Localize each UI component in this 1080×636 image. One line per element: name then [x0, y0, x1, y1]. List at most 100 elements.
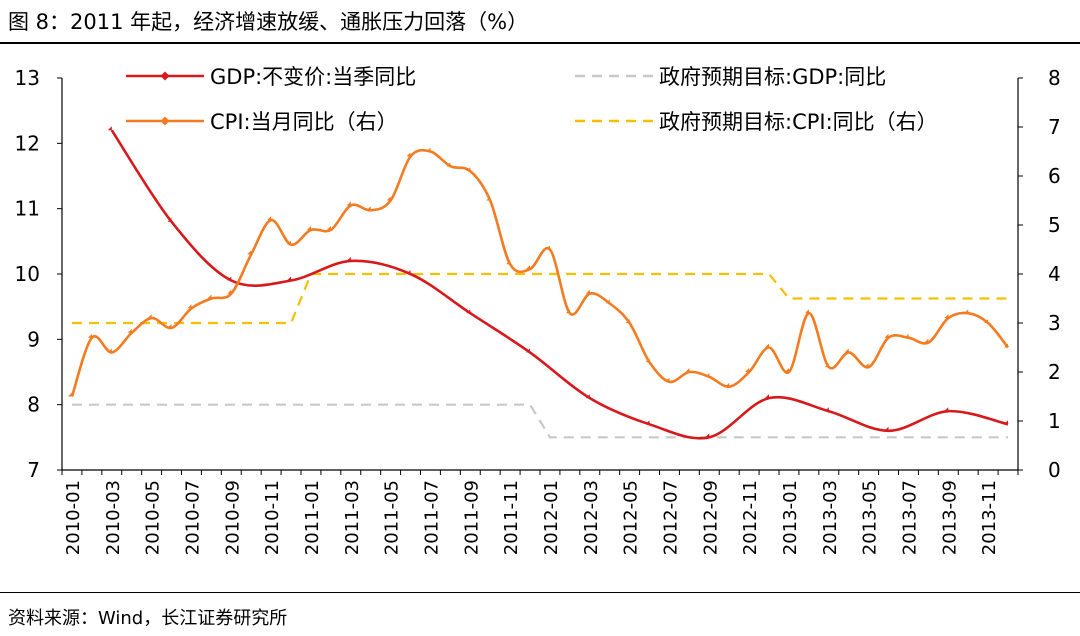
cpi-point — [346, 201, 351, 206]
cpi-point — [526, 265, 531, 270]
gdp-point — [406, 270, 411, 275]
legend-item: CPI:当月同比（右） — [126, 110, 398, 134]
x-tick-label: 2010-07 — [182, 480, 203, 555]
gdp-point — [287, 276, 292, 281]
cpi-point — [1004, 343, 1009, 348]
cpi-point — [844, 348, 849, 353]
right-tick-label: 1 — [1048, 409, 1061, 433]
cpi-point — [745, 368, 750, 373]
left-tick-label: 8 — [27, 393, 40, 417]
x-tick-label: 2011-05 — [382, 480, 403, 555]
cpi-point — [665, 377, 670, 382]
gdp-point — [526, 348, 531, 353]
cpi-point — [705, 372, 710, 377]
cpi-point — [247, 250, 252, 255]
right-tick-label: 7 — [1048, 115, 1061, 139]
legend-marker — [160, 116, 170, 126]
cpi-point — [287, 240, 292, 245]
cpi-point — [625, 319, 630, 324]
cpi-point — [466, 167, 471, 172]
cpi-point — [107, 348, 112, 353]
cpi-point — [486, 196, 491, 201]
cpi-point — [725, 382, 730, 387]
cpi-point — [864, 363, 869, 368]
title-rule — [0, 42, 1080, 44]
cpi-point — [944, 314, 949, 319]
cpi-point — [207, 294, 212, 299]
cpi-point — [605, 299, 610, 304]
right-tick-label: 8 — [1048, 66, 1061, 90]
gdp-point — [1004, 420, 1009, 425]
x-tick-label: 2010-03 — [103, 480, 124, 555]
chart-title: 图 8：2011 年起，经济增速放缓、通胀压力回落（%） — [8, 10, 529, 34]
gdp-point — [705, 433, 710, 438]
cpi-target-line — [72, 272, 1008, 325]
x-tick-label: 2011-09 — [461, 480, 482, 555]
cpi-point — [127, 328, 132, 333]
right-tick-label: 4 — [1048, 262, 1061, 286]
cpi-point — [147, 314, 152, 319]
cpi-point — [267, 216, 272, 221]
x-tick-label: 2012-11 — [740, 480, 761, 555]
x-tick-label: 2011-03 — [342, 480, 363, 555]
legend-item: 政府预期目标:CPI:同比（右） — [575, 110, 938, 134]
x-tick-label: 2012-01 — [541, 480, 562, 555]
legend-item: GDP:不变价:当季同比 — [126, 65, 416, 89]
cpi-point — [904, 333, 909, 338]
cpi-point — [884, 333, 889, 338]
x-tick-label: 2013-05 — [860, 480, 881, 555]
cpi-point — [565, 309, 570, 314]
x-tick-label: 2012-03 — [581, 480, 602, 555]
x-tick-label: 2013-11 — [979, 480, 1000, 555]
gdp-point — [824, 407, 829, 412]
legend-marker — [160, 71, 170, 81]
x-tick-label: 2011-01 — [302, 480, 323, 555]
gdp-point — [944, 407, 949, 412]
legend-label: 政府预期目标:GDP:同比 — [659, 65, 886, 89]
left-tick-label: 9 — [27, 327, 40, 351]
cpi-point — [426, 147, 431, 152]
gdp-point — [107, 126, 112, 131]
x-tick-label: 2010-05 — [143, 480, 164, 555]
legend-label: CPI:当月同比（右） — [210, 110, 398, 134]
cpi-point — [227, 289, 232, 294]
gdp-point — [884, 426, 889, 431]
cpi-point — [187, 304, 192, 309]
source-note: 资料来源：Wind，长江证券研究所 — [8, 608, 288, 629]
cpi-point — [824, 363, 829, 368]
cpi-point — [326, 225, 331, 230]
x-tick-label: 2010-09 — [222, 480, 243, 555]
cpi-point — [87, 333, 92, 338]
gdp-line — [110, 129, 1009, 440]
gdp-point — [227, 276, 232, 281]
left-tick-label: 7 — [27, 458, 40, 482]
cpi-point — [585, 289, 590, 294]
x-tick-label: 2013-07 — [899, 480, 920, 555]
left-tick-label: 11 — [15, 197, 40, 221]
legend-item: 政府预期目标:GDP:同比 — [575, 65, 886, 89]
gdp-target-line — [72, 403, 1008, 439]
right-tick-label: 3 — [1048, 311, 1061, 335]
right-tick-label: 5 — [1048, 213, 1061, 237]
gdp-point — [585, 394, 590, 399]
cpi-point — [446, 162, 451, 167]
x-tick-label: 2012-09 — [700, 480, 721, 555]
left-tick-label: 13 — [15, 66, 40, 90]
legend-label: 政府预期目标:CPI:同比（右） — [659, 110, 938, 134]
left-tick-label: 12 — [15, 131, 40, 155]
cpi-point — [984, 319, 989, 324]
left-tick-label: 10 — [15, 262, 40, 286]
cpi-point — [964, 309, 969, 314]
x-tick-label: 2012-07 — [660, 480, 681, 555]
cpi-point — [366, 206, 371, 211]
cpi-point — [785, 368, 790, 373]
x-tick-label: 2013-01 — [780, 480, 801, 555]
gdp-point — [645, 420, 650, 425]
cpi-point — [68, 392, 73, 397]
cpi-point — [386, 196, 391, 201]
cpi-point — [546, 245, 551, 250]
cpi-point — [765, 343, 770, 348]
cpi-point — [506, 260, 511, 265]
legend-label: GDP:不变价:当季同比 — [210, 65, 416, 89]
